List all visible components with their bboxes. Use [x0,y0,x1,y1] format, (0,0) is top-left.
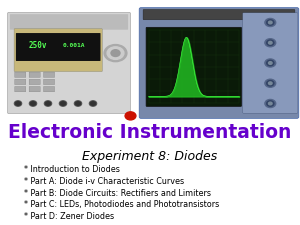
Circle shape [91,102,95,105]
Circle shape [16,102,20,105]
Circle shape [74,101,82,106]
FancyBboxPatch shape [29,72,40,77]
Circle shape [104,45,127,62]
Circle shape [267,20,274,25]
Circle shape [111,50,120,56]
Circle shape [125,112,136,120]
Circle shape [89,101,97,106]
Circle shape [267,60,274,66]
Text: 250v: 250v [29,41,47,50]
Circle shape [46,102,50,105]
Circle shape [76,102,80,105]
Circle shape [268,21,272,24]
FancyBboxPatch shape [44,72,55,77]
Circle shape [44,101,52,106]
Circle shape [107,47,124,59]
FancyBboxPatch shape [29,86,40,92]
FancyBboxPatch shape [16,33,101,61]
FancyBboxPatch shape [8,12,130,114]
Circle shape [267,81,274,86]
Text: Experiment 8: Diodes: Experiment 8: Diodes [82,150,218,163]
Circle shape [61,102,65,105]
Text: Electronic Instrumentation: Electronic Instrumentation [8,123,292,142]
Text: * Part B: Diode Circuits: Rectifiers and Limiters: * Part B: Diode Circuits: Rectifiers and… [24,189,211,198]
Text: * Part A: Diode i-v Characteristic Curves: * Part A: Diode i-v Characteristic Curve… [24,177,184,186]
FancyBboxPatch shape [14,29,102,72]
Circle shape [265,99,276,108]
Circle shape [268,41,272,44]
FancyBboxPatch shape [10,14,128,30]
FancyBboxPatch shape [143,9,295,20]
Text: * Part D: Zener Diodes: * Part D: Zener Diodes [24,212,114,221]
Circle shape [14,101,22,106]
FancyBboxPatch shape [44,86,55,92]
Text: * Part C: LEDs, Photodiodes and Phototransistors: * Part C: LEDs, Photodiodes and Phototra… [24,200,219,209]
Circle shape [265,18,276,27]
FancyBboxPatch shape [15,72,26,77]
Circle shape [267,101,274,106]
Text: 0.001A: 0.001A [62,43,85,48]
Circle shape [268,62,272,64]
Circle shape [265,39,276,47]
FancyBboxPatch shape [29,79,40,85]
Circle shape [265,79,276,87]
Circle shape [59,101,67,106]
FancyBboxPatch shape [44,79,55,85]
FancyBboxPatch shape [243,13,298,113]
Circle shape [29,101,37,106]
FancyBboxPatch shape [15,86,26,92]
FancyBboxPatch shape [146,27,242,106]
Circle shape [265,59,276,67]
Circle shape [267,40,274,45]
FancyBboxPatch shape [139,8,299,118]
Text: * Introduction to Diodes: * Introduction to Diodes [24,165,120,174]
FancyBboxPatch shape [15,79,26,85]
Circle shape [268,102,272,105]
Circle shape [31,102,35,105]
Circle shape [268,82,272,85]
